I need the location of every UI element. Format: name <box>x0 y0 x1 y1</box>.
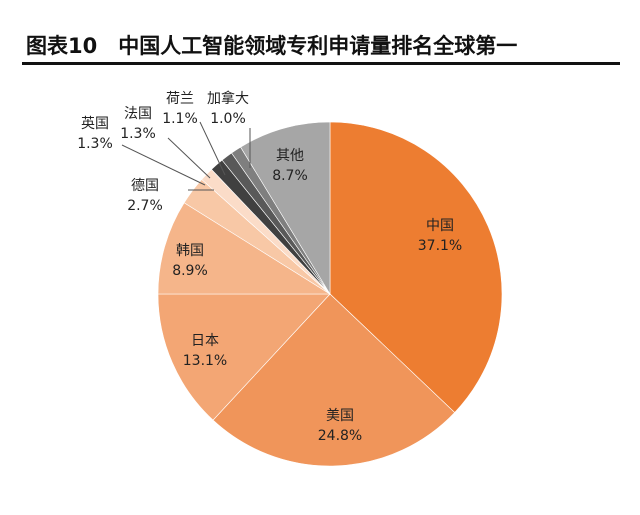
data-label-name: 德国 <box>131 178 159 194</box>
data-label-name: 加拿大 <box>207 90 249 107</box>
data-label-name: 法国 <box>124 106 152 122</box>
data-label-value: 13.1% <box>183 353 227 369</box>
title-underline <box>22 62 620 65</box>
data-label-value: 1.3% <box>77 136 113 152</box>
chart-title: 图表10 中国人工智能领域专利申请量排名全球第一 <box>26 34 518 58</box>
leader-line-6 <box>167 137 211 179</box>
data-label-value: 2.7% <box>127 198 163 214</box>
pie-slice-3 <box>157 202 332 295</box>
data-label-name: 其他 <box>276 148 304 164</box>
data-label-name: 日本 <box>191 333 219 349</box>
data-label-value: 1.1% <box>162 111 198 127</box>
pie-slice-2 <box>157 293 331 421</box>
data-label-name: 荷兰 <box>166 91 194 107</box>
pie-slice-9 <box>240 121 331 296</box>
data-label-value: 1.3% <box>120 126 156 142</box>
data-label-value: 8.7% <box>272 168 308 184</box>
data-label-value: 8.9% <box>172 263 208 279</box>
data-label-value: 1.0% <box>210 111 246 127</box>
data-label-name: 韩国 <box>176 243 204 259</box>
data-label-value: 24.8% <box>318 428 362 444</box>
leader-line-7 <box>199 121 226 176</box>
data-label-name: 中国 <box>426 218 454 234</box>
data-label-value: 37.1% <box>418 238 462 254</box>
data-label-name: 美国 <box>326 408 354 424</box>
data-label-name: 英国 <box>81 115 109 132</box>
pie-slice-1 <box>212 293 456 467</box>
leader-line-5 <box>121 144 206 186</box>
pie-slice-0 <box>329 121 503 413</box>
